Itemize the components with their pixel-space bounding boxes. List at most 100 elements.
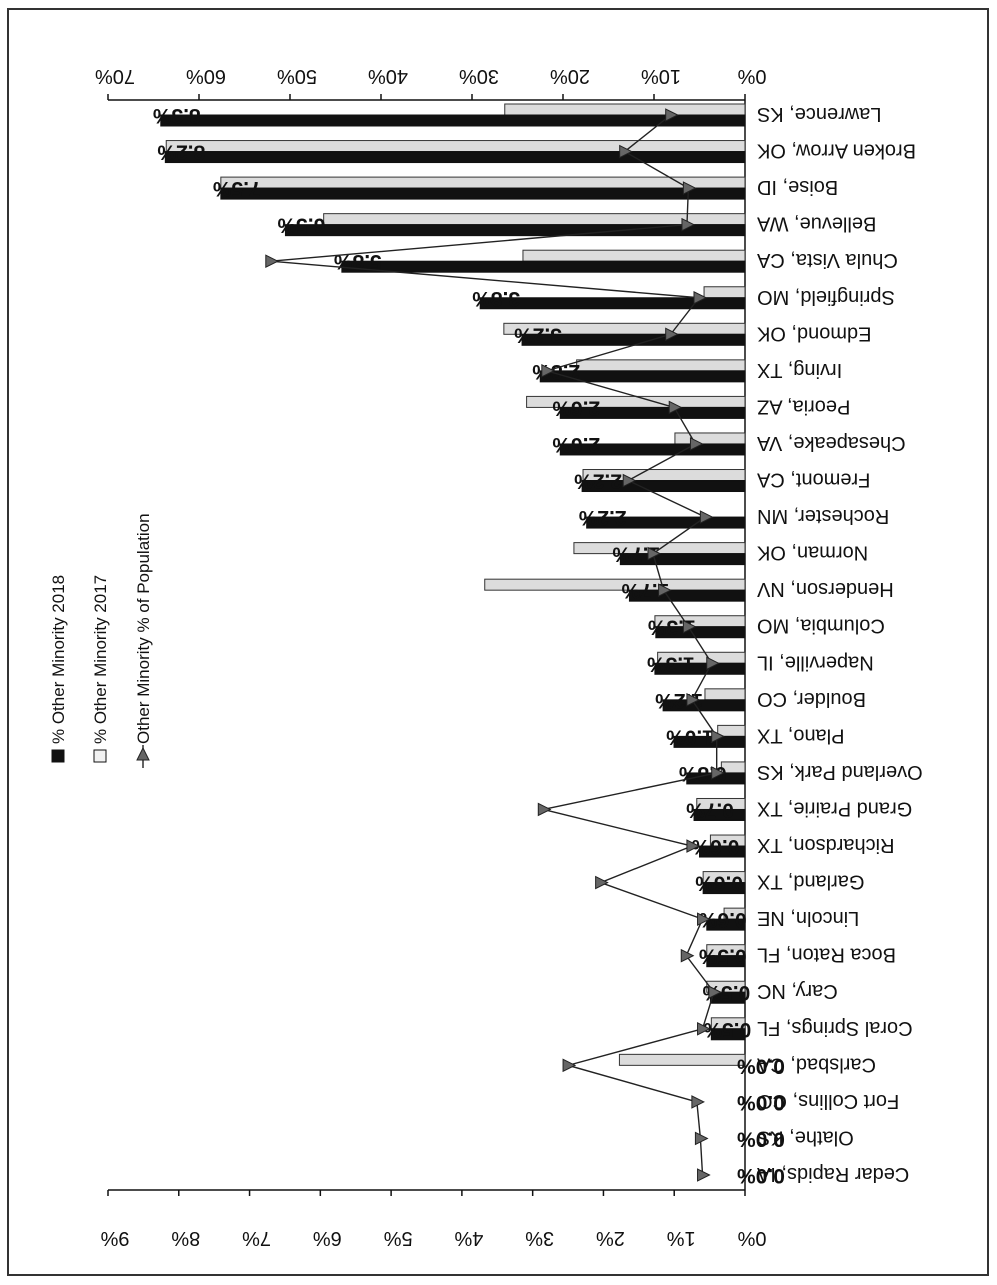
data-label: 0.0%: [737, 1164, 785, 1187]
bar-2017: [576, 359, 746, 372]
population-marker: [595, 875, 609, 890]
population-marker: [665, 327, 679, 342]
category-label: Carlsbad, CA: [756, 1053, 876, 1075]
category-label: Henderson, NV: [756, 578, 893, 600]
bar-2018: [693, 808, 746, 821]
category-label: Chesapeake, VA: [756, 432, 905, 454]
bar-2018: [655, 626, 746, 639]
secondary-tick-label: 3%: [525, 1227, 554, 1249]
bar-2018: [559, 443, 746, 456]
data-label: 0.0%: [737, 1127, 785, 1150]
primary-tick-label: 10%: [641, 65, 681, 87]
population-marker: [562, 1058, 577, 1073]
bar-2018: [160, 114, 746, 127]
data-label: 3.8%: [472, 287, 520, 310]
legend-entry: Other Minority % of Population: [134, 513, 153, 744]
population-marker: [619, 144, 633, 159]
category-label: Rochester, MN: [757, 505, 889, 527]
bar-2017: [484, 578, 746, 591]
data-label: 1.0%: [666, 725, 714, 748]
legend-entry: % Other Minority 2018: [49, 575, 68, 744]
bar-2017: [674, 432, 746, 445]
category-label: Cedar Rapids, IA: [756, 1163, 909, 1185]
category-label: Columbia, MO: [757, 615, 885, 637]
bar-2018: [662, 699, 746, 712]
category-label: Lincoln, NE: [757, 907, 859, 929]
category-label: Plano, TX: [757, 724, 844, 746]
data-label: 2.6%: [552, 433, 600, 456]
data-label: 0.8%: [678, 762, 726, 785]
legend-swatch-2018: [51, 749, 65, 763]
bar-2018: [628, 589, 746, 602]
population-marker: [686, 693, 701, 707]
category-label: Fremont, CA: [756, 469, 870, 491]
population-marker: [691, 1095, 705, 1109]
bar-2018: [619, 553, 746, 566]
data-label: 3.2%: [514, 323, 562, 346]
category-label: Fort Collins, CO: [757, 1090, 899, 1112]
population-line: [270, 114, 718, 1176]
population-marker: [708, 985, 722, 1000]
bar-2018: [654, 662, 746, 675]
category-label: Norman, OK: [756, 542, 868, 564]
population-marker: [668, 400, 683, 415]
data-label: 6.5%: [277, 214, 325, 237]
secondary-tick-label: 5%: [383, 1227, 412, 1249]
bar-2018: [559, 406, 746, 419]
population-marker: [541, 364, 555, 378]
category-label: Peoria, AZ: [757, 395, 850, 417]
secondary-tick-label: 9%: [100, 1227, 129, 1249]
bar-2018: [341, 260, 746, 273]
legend-swatch-2017: [93, 749, 107, 763]
secondary-tick-label: 4%: [454, 1227, 483, 1249]
population-marker: [622, 473, 637, 488]
bar-2018: [706, 918, 746, 931]
data-label: 1.2%: [655, 689, 703, 712]
data-label: 8.2%: [157, 141, 205, 164]
bar-2017: [703, 286, 746, 299]
bar-2018: [702, 882, 746, 895]
bar-2017: [220, 176, 746, 189]
primary-tick-label: 40%: [368, 65, 408, 87]
bar-2017: [504, 103, 746, 116]
population-marker: [647, 546, 662, 561]
category-label: Olathe, KS: [757, 1126, 854, 1148]
bar-2017: [618, 1053, 746, 1066]
bar-2018: [673, 735, 746, 748]
data-label: 0.6%: [691, 835, 739, 858]
category-label: Lawrence, KS: [757, 103, 882, 125]
data-label: 0.5%: [698, 945, 746, 968]
bar-2018: [699, 845, 746, 858]
category-label: Chula Vista, CA: [756, 249, 897, 271]
category-label: Broken Arrow, OK: [756, 140, 916, 162]
data-label: 0.7%: [686, 798, 734, 821]
category-label: Cary, NC: [757, 980, 838, 1002]
bar-2017: [717, 724, 746, 737]
population-marker: [699, 510, 714, 524]
population-marker: [697, 1021, 711, 1036]
secondary-tick-label: 0%: [737, 1227, 766, 1249]
bar-2018: [220, 187, 746, 200]
secondary-tick-label: 1%: [667, 1227, 696, 1249]
legend-line-marker: [136, 746, 150, 761]
bar-2017: [522, 249, 746, 262]
bar-2018: [706, 955, 746, 968]
data-label: 0.5%: [703, 1018, 751, 1041]
bar-2018: [581, 480, 746, 493]
primary-tick-label: 50%: [277, 65, 317, 87]
population-marker: [711, 729, 725, 744]
population-marker: [537, 802, 552, 817]
primary-tick-label: 20%: [550, 65, 590, 87]
category-label: Grand Prairie, TX: [757, 797, 912, 819]
data-label: 7.5%: [213, 177, 261, 200]
category-label: Bellevue, WA: [756, 213, 876, 235]
bar-2018: [479, 297, 746, 310]
bar-2018: [539, 370, 746, 383]
category-label: Boise, ID: [757, 176, 838, 198]
population-marker: [682, 181, 697, 195]
population-marker: [697, 912, 711, 926]
secondary-tick-label: 6%: [313, 1227, 342, 1249]
population-marker: [694, 1131, 709, 1146]
population-marker: [693, 290, 708, 305]
